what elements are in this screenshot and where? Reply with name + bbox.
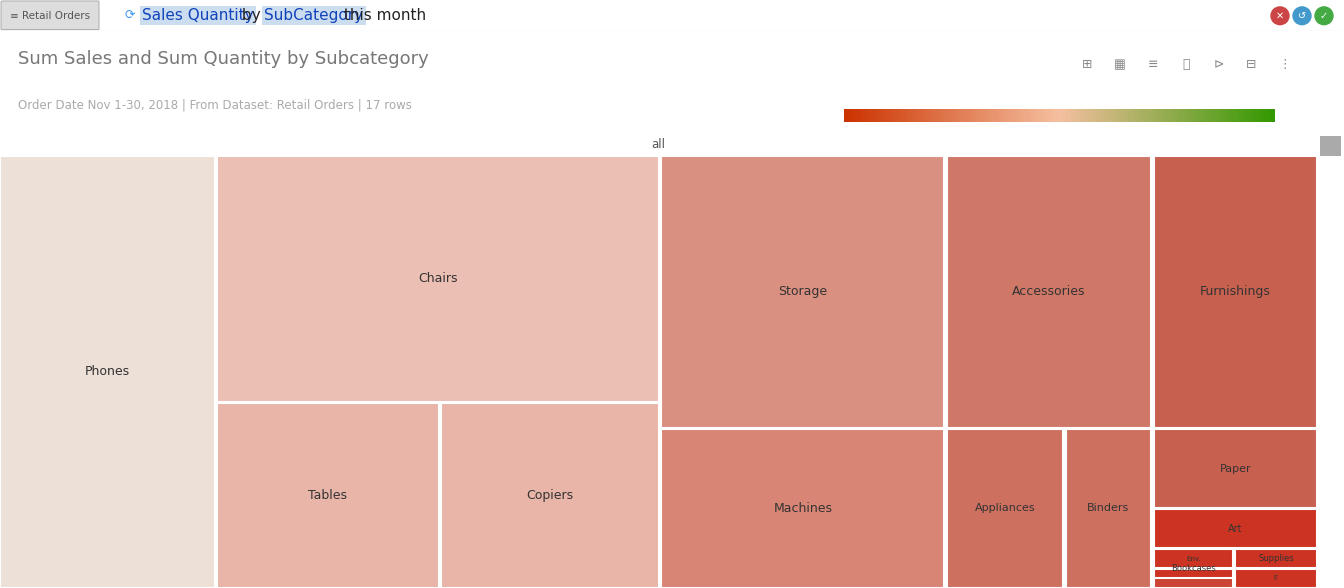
Circle shape (1314, 7, 1333, 25)
Bar (1153, 569, 1232, 578)
Text: Paper: Paper (1219, 463, 1251, 473)
Text: Storage: Storage (778, 285, 828, 299)
Text: Binders: Binders (1087, 503, 1129, 513)
Text: this month: this month (339, 8, 426, 24)
Bar (1153, 509, 1317, 548)
Text: by: by (237, 8, 266, 24)
FancyBboxPatch shape (1, 1, 99, 29)
Text: Sum Sales and Sum Quantity by Subcategory: Sum Sales and Sum Quantity by Subcategor… (17, 51, 429, 68)
Text: Tables: Tables (309, 489, 348, 502)
Text: Supplies: Supplies (1258, 554, 1294, 563)
Bar (1153, 549, 1232, 568)
Bar (1235, 569, 1317, 588)
Text: ⊳: ⊳ (1214, 58, 1224, 71)
Text: ⊞: ⊞ (1082, 58, 1093, 71)
Text: Sales Quantity: Sales Quantity (142, 8, 254, 24)
Bar (661, 156, 945, 428)
Bar (0, 156, 215, 588)
Text: ⋮: ⋮ (1278, 58, 1290, 71)
Bar (218, 156, 659, 402)
Text: ↺: ↺ (1298, 11, 1306, 21)
Text: Machines: Machines (773, 502, 832, 515)
Bar (661, 429, 945, 588)
Text: Bookcases: Bookcases (1171, 564, 1216, 573)
Bar (1066, 429, 1152, 588)
Text: ✓: ✓ (1320, 11, 1328, 21)
Text: Phones: Phones (85, 365, 130, 379)
Text: ⓘ: ⓘ (1181, 58, 1189, 71)
Bar (218, 403, 438, 588)
Circle shape (1293, 7, 1310, 25)
Text: ▦: ▦ (1114, 58, 1126, 71)
Text: Chairs: Chairs (418, 272, 458, 286)
Bar (1153, 429, 1317, 508)
Text: Copiers: Copiers (527, 489, 574, 502)
Text: all: all (652, 138, 665, 151)
Text: Order Date Nov 1-30, 2018 | From Dataset: Retail Orders | 17 rows: Order Date Nov 1-30, 2018 | From Dataset… (17, 98, 411, 111)
Text: Furnishings: Furnishings (1200, 285, 1271, 299)
Text: Art: Art (1228, 523, 1243, 533)
Circle shape (1271, 7, 1289, 25)
Bar (1153, 549, 1232, 588)
Text: ✕: ✕ (1275, 11, 1284, 21)
Bar (441, 403, 659, 588)
Bar (1153, 156, 1317, 428)
Bar (948, 156, 1152, 428)
Text: ≡ Retail Orders: ≡ Retail Orders (9, 11, 90, 21)
Bar (1235, 549, 1317, 568)
Text: SubCategory: SubCategory (265, 8, 363, 24)
Text: F.: F. (1274, 576, 1279, 582)
Text: Env.: Env. (1185, 556, 1200, 562)
Bar (1320, 136, 1341, 156)
Text: Appliances: Appliances (974, 503, 1035, 513)
Text: Accessories: Accessories (1012, 285, 1086, 299)
Text: ⟳: ⟳ (125, 9, 140, 22)
Bar (948, 429, 1063, 588)
Text: ≡: ≡ (1148, 58, 1159, 71)
Text: ⊟: ⊟ (1246, 58, 1257, 71)
